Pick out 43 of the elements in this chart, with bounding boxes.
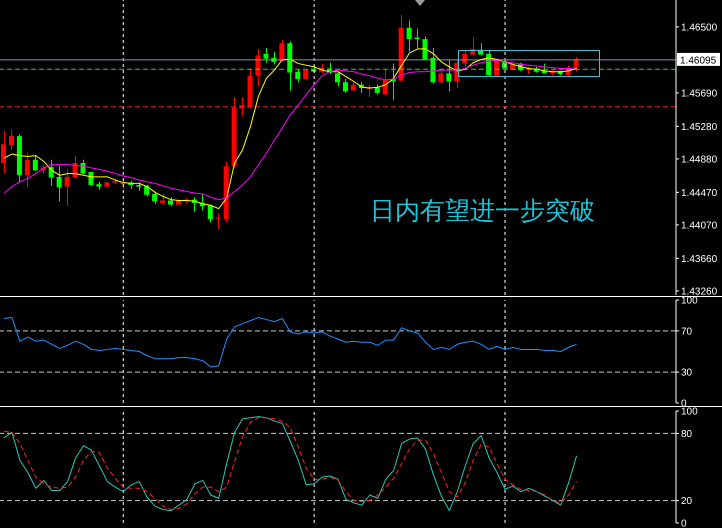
candlestick	[446, 58, 452, 92]
candlestick	[208, 204, 213, 223]
ref-line-label: 1.46095	[680, 55, 717, 66]
candlestick	[263, 48, 268, 64]
line-series	[3, 317, 578, 368]
candlestick	[406, 20, 412, 52]
candlestick	[32, 154, 38, 172]
y-tick-label: 1.45690	[681, 88, 718, 100]
candlestick	[160, 193, 166, 206]
candlestick	[382, 68, 388, 96]
y-tick-label: 1.45280	[681, 122, 718, 133]
candlestick	[542, 63, 547, 74]
y-tick-label: 70	[681, 326, 693, 338]
y-tick-label: 1.46500	[681, 22, 718, 34]
y-tick-label: 20	[681, 496, 693, 508]
candlestick	[56, 166, 62, 202]
y-tick-label: 1.44880	[681, 154, 718, 166]
candlestick	[8, 129, 14, 150]
y-tick-label: 30	[681, 368, 693, 379]
candlestick	[80, 159, 86, 175]
y-tick-label: 1.44470	[681, 188, 718, 199]
candlestick	[64, 169, 70, 207]
candlestick	[422, 36, 428, 60]
candlestick	[295, 68, 300, 83]
candlestick	[255, 48, 260, 87]
candlestick	[279, 39, 284, 62]
candlestick	[152, 192, 158, 204]
y-tick-label: 80	[681, 428, 693, 440]
candlestick	[1, 130, 6, 174]
y-tick-label: 100	[681, 296, 698, 307]
y-tick-label: 1.43260	[681, 286, 718, 298]
candlestick	[438, 68, 444, 84]
y-tick-label: 0	[681, 518, 687, 528]
candlestick	[24, 152, 30, 188]
candlestick	[335, 71, 340, 87]
candlestick	[144, 184, 150, 197]
candlestick	[342, 78, 348, 94]
candlestick	[374, 84, 380, 96]
y-tick-label: 1.43660	[681, 254, 718, 265]
candlestick	[414, 28, 420, 49]
y-tick-label: 1.44070	[681, 220, 718, 232]
y-tick-label: 100	[681, 406, 698, 418]
candlestick	[216, 213, 221, 230]
